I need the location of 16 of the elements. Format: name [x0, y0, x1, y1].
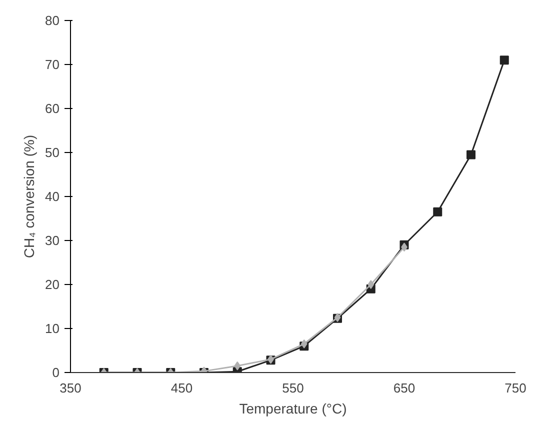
- x-axis-title: Temperature (°C): [239, 400, 347, 416]
- y-tick-label: 0: [52, 365, 60, 380]
- y-tick-label: 80: [45, 13, 60, 28]
- y-tick-label: 70: [45, 57, 60, 72]
- x-tick-label: 550: [282, 380, 304, 396]
- y-tick-label: 60: [45, 101, 60, 116]
- y-tick-label: 40: [45, 189, 60, 204]
- y-tick-label: 10: [45, 321, 60, 336]
- y-tick-label: 20: [45, 277, 60, 292]
- y-axis-title: CH₄ conversion (%): [21, 134, 38, 258]
- x-tick-label: 350: [60, 380, 82, 396]
- x-tick-label: 450: [170, 380, 193, 396]
- x-tick-label: 750: [504, 380, 526, 396]
- x-tick-label: 650: [393, 380, 416, 396]
- y-tick-label: 30: [45, 233, 60, 248]
- y-tick-label: 50: [45, 145, 60, 160]
